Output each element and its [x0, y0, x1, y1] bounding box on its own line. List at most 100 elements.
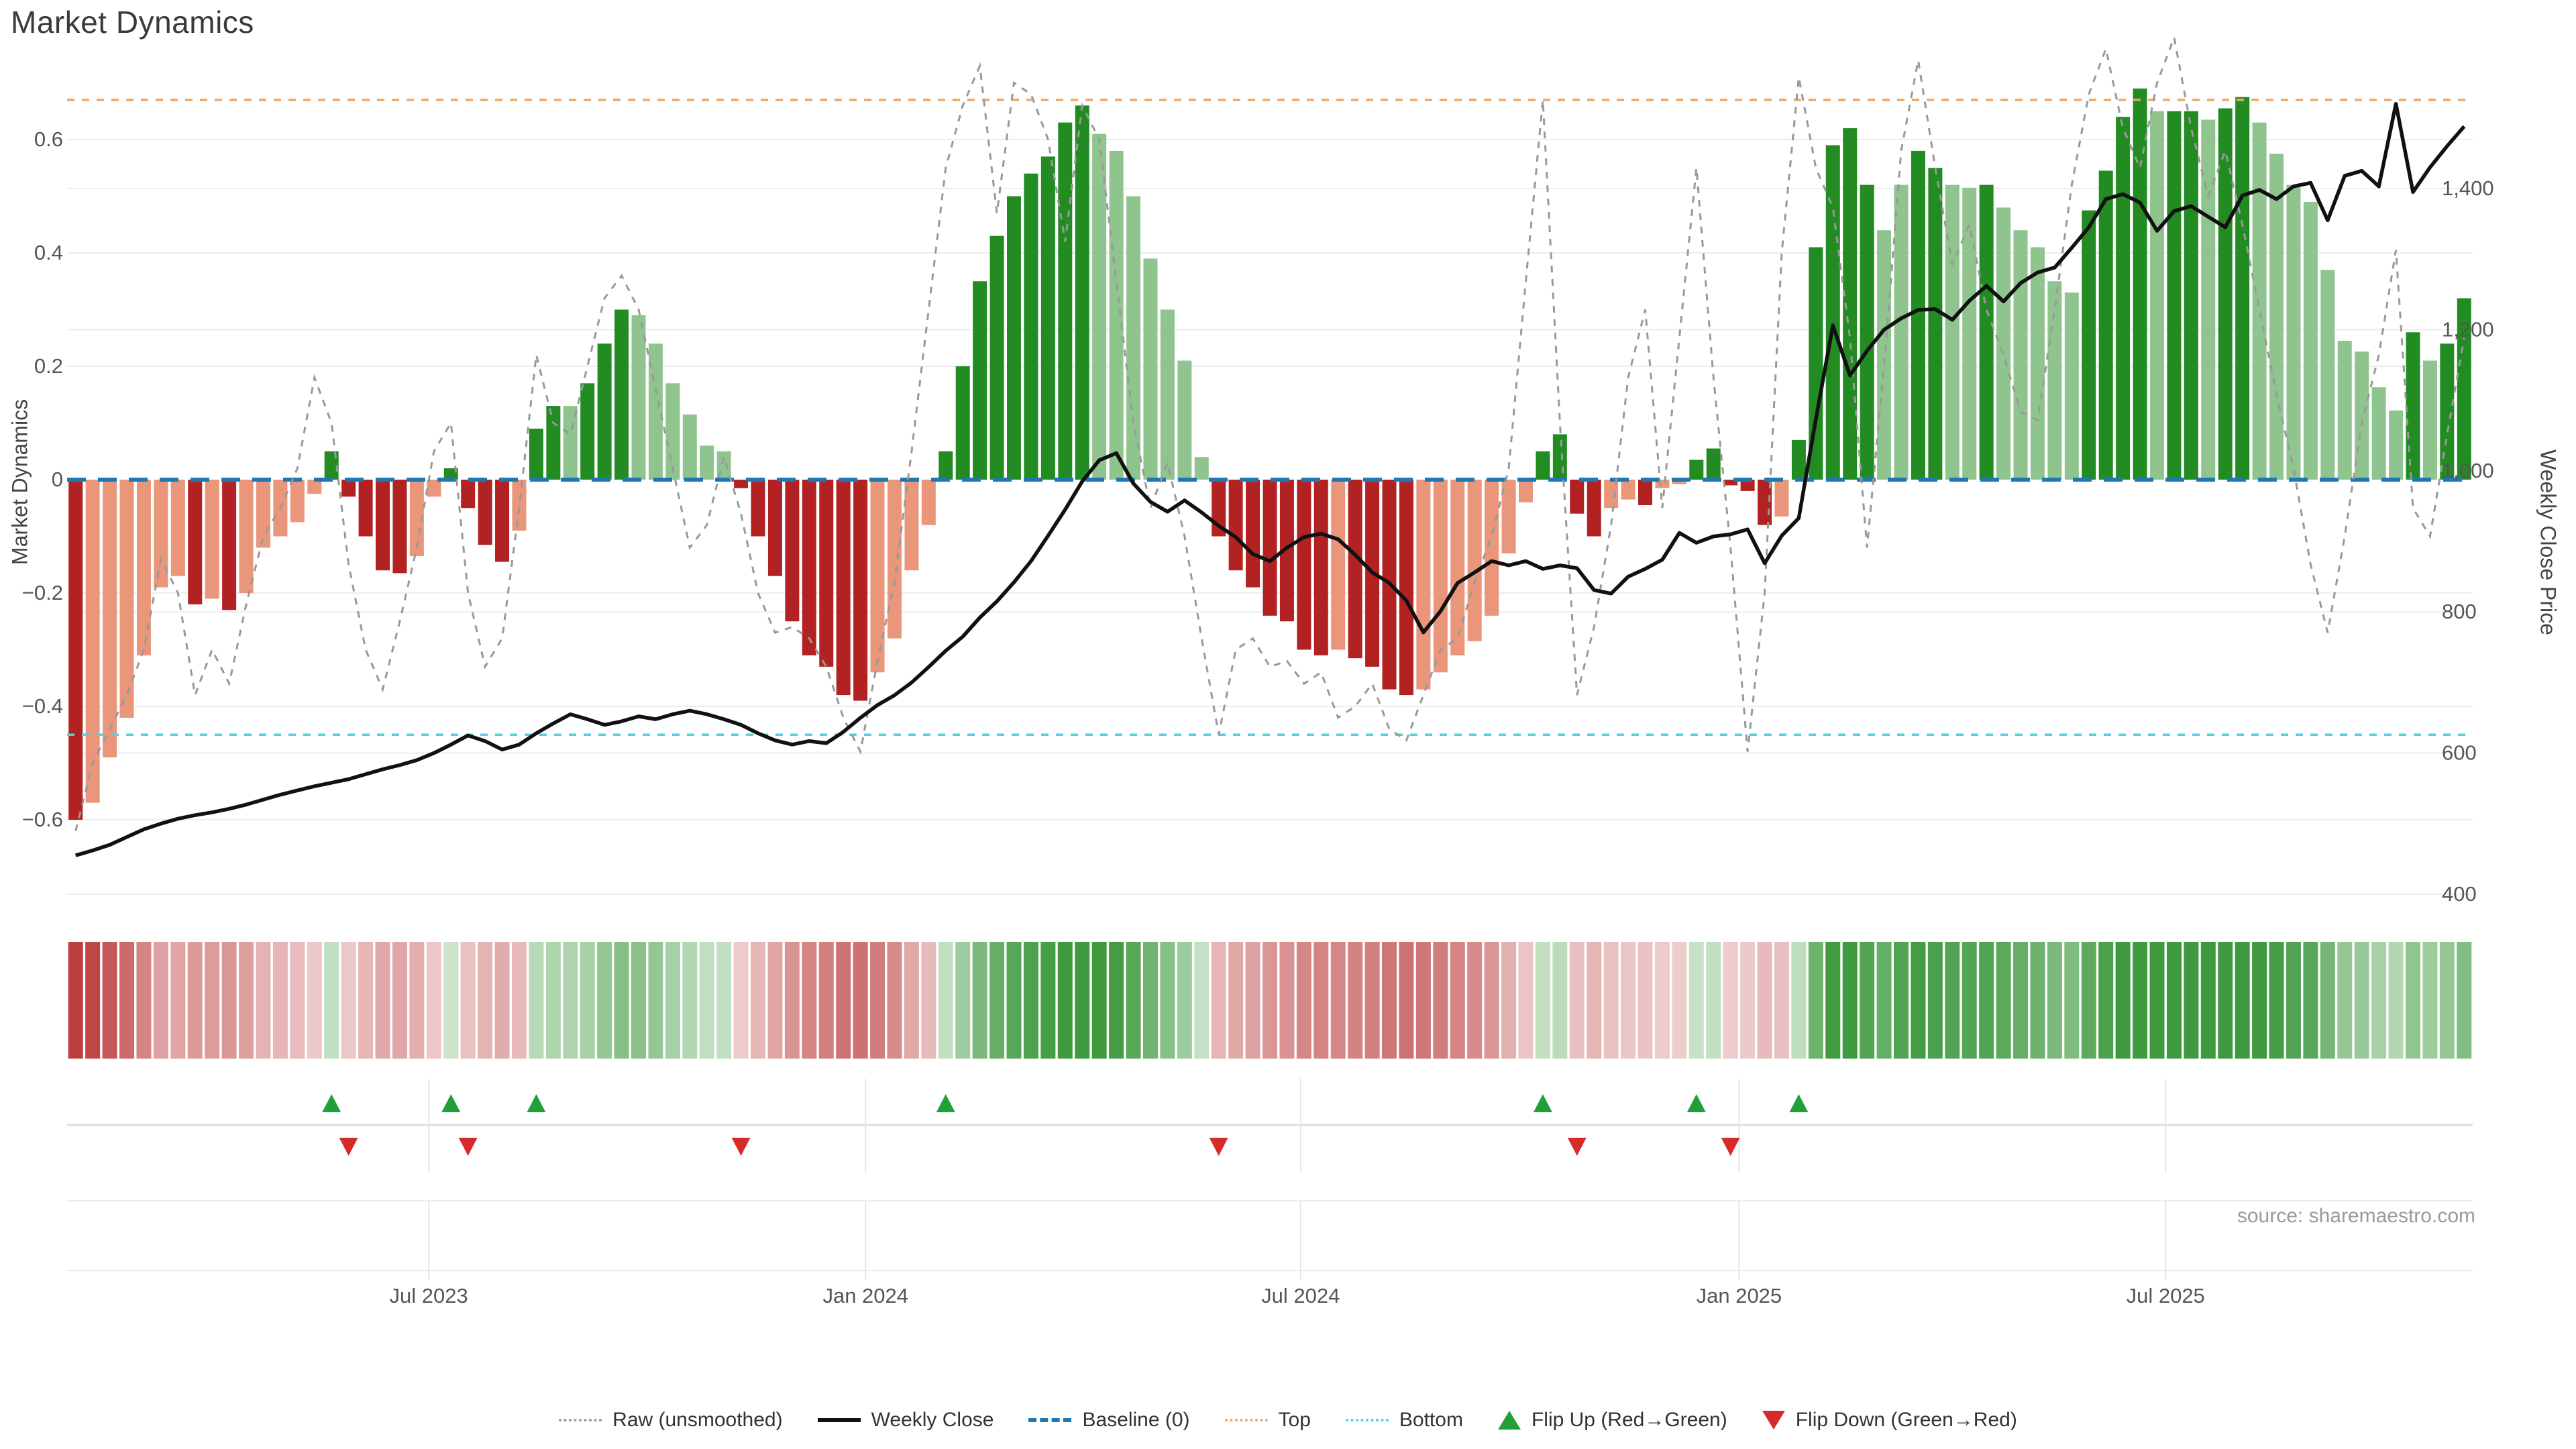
heatmap-cell	[256, 942, 271, 1059]
heatmap-cell	[1996, 942, 2011, 1059]
heatmap-cell	[2098, 942, 2114, 1059]
x-tick-label: Jul 2023	[390, 1284, 468, 1307]
flip-down-marker	[458, 1138, 478, 1156]
bar	[1348, 480, 1362, 659]
bar	[802, 480, 816, 655]
heatmap-cell	[2218, 942, 2233, 1059]
bar	[1485, 480, 1499, 616]
heatmap-cell	[545, 942, 561, 1059]
bar	[2082, 210, 2096, 480]
flip-down-marker	[1567, 1138, 1587, 1156]
heatmap-cell	[324, 942, 339, 1059]
heatmap-cell	[2354, 942, 2369, 1059]
heatmap-cell	[1945, 942, 1960, 1059]
heatmap-cell	[1142, 942, 1158, 1059]
heatmap-cell	[1757, 942, 1772, 1059]
bar	[1433, 480, 1448, 673]
y-tick-label-left: 0.2	[34, 354, 63, 378]
bar	[1825, 145, 1840, 480]
flip-up-marker	[322, 1094, 341, 1112]
heatmap-cell	[2320, 942, 2335, 1059]
heatmap-cell	[887, 942, 902, 1059]
heatmap-cell	[1382, 942, 1397, 1059]
bar	[1279, 480, 1294, 622]
legend-label: Weekly Close	[871, 1409, 994, 1431]
bar	[154, 480, 168, 588]
heatmap-cell	[2405, 942, 2420, 1059]
heatmap-cell	[529, 942, 544, 1059]
bar	[1040, 156, 1055, 480]
heatmap-cell	[1774, 942, 1789, 1059]
bar	[1536, 451, 1550, 480]
heatmap-cell	[1245, 942, 1260, 1059]
heatmap-cell	[904, 942, 919, 1059]
bar	[2149, 111, 2164, 480]
heatmap-cell	[751, 942, 766, 1059]
heatmap-cell	[1927, 942, 1943, 1059]
bar	[2422, 360, 2437, 480]
heatmap-cell	[2115, 942, 2131, 1059]
heatmap-cell	[307, 942, 322, 1059]
bar	[973, 281, 987, 480]
bar	[478, 480, 492, 545]
bar	[2303, 201, 2318, 480]
bar	[734, 480, 749, 488]
heatmap-cell	[1263, 942, 1277, 1059]
heatmap-cell	[989, 942, 1005, 1059]
bar	[512, 480, 527, 531]
bar	[239, 480, 254, 593]
bar	[2201, 119, 2216, 480]
heatmap-cell	[2439, 942, 2455, 1059]
bar	[2252, 122, 2267, 480]
heatmap-cell	[2166, 942, 2182, 1059]
heatmap-cell	[2149, 942, 2165, 1059]
heatmap-cell	[511, 942, 527, 1059]
heatmap-cell	[1433, 942, 1448, 1059]
heatmap-cell	[1330, 942, 1346, 1059]
bar	[2013, 230, 2028, 480]
heatmap-cell	[221, 942, 237, 1059]
bar	[2116, 117, 2131, 480]
heatmap-cell	[716, 942, 732, 1059]
bar	[392, 480, 407, 574]
bar	[1706, 448, 1721, 480]
legend-label: Bottom	[1399, 1409, 1463, 1431]
bar	[222, 480, 237, 610]
bar	[1877, 230, 1892, 480]
heatmap-cell	[1569, 942, 1585, 1059]
source-note: source: sharemaestro.com	[2237, 1205, 2475, 1227]
bar	[1791, 439, 1806, 480]
flip-up-marker	[441, 1094, 461, 1112]
heatmap-cell	[426, 942, 441, 1059]
close-line	[74, 102, 2466, 857]
bar	[2184, 111, 2198, 480]
heatmap-cell	[2371, 942, 2387, 1059]
heatmap-cell	[1313, 942, 1329, 1059]
heatmap-cell	[2133, 942, 2148, 1059]
bar	[1228, 480, 1243, 571]
bar	[1672, 480, 1686, 484]
heatmap-cell	[1450, 942, 1465, 1059]
y-tick-label-left: 0.6	[34, 127, 63, 151]
bar	[1109, 150, 1124, 480]
heatmap-cell	[1279, 942, 1295, 1059]
bar	[1194, 457, 1209, 480]
heatmap-cell	[1228, 942, 1244, 1059]
heatmap-cell	[563, 942, 578, 1059]
bar	[1843, 128, 1858, 480]
bar	[1450, 480, 1465, 655]
bar	[136, 480, 151, 655]
heatmap-cell	[1535, 942, 1550, 1059]
heatmap-cell	[614, 942, 629, 1059]
legend-label: Raw (unsmoothed)	[612, 1409, 783, 1431]
x-tick-label: Jul 2025	[2127, 1284, 2205, 1307]
heatmap-cell	[68, 942, 83, 1059]
y-tick-label-left: −0.6	[22, 808, 63, 831]
bar	[495, 480, 510, 562]
bar	[597, 343, 612, 480]
bar	[170, 480, 185, 576]
heatmap-cell	[1518, 942, 1534, 1059]
heatmap-cell	[733, 942, 749, 1059]
flip-up-marker	[1789, 1094, 1809, 1112]
bar	[785, 480, 800, 622]
